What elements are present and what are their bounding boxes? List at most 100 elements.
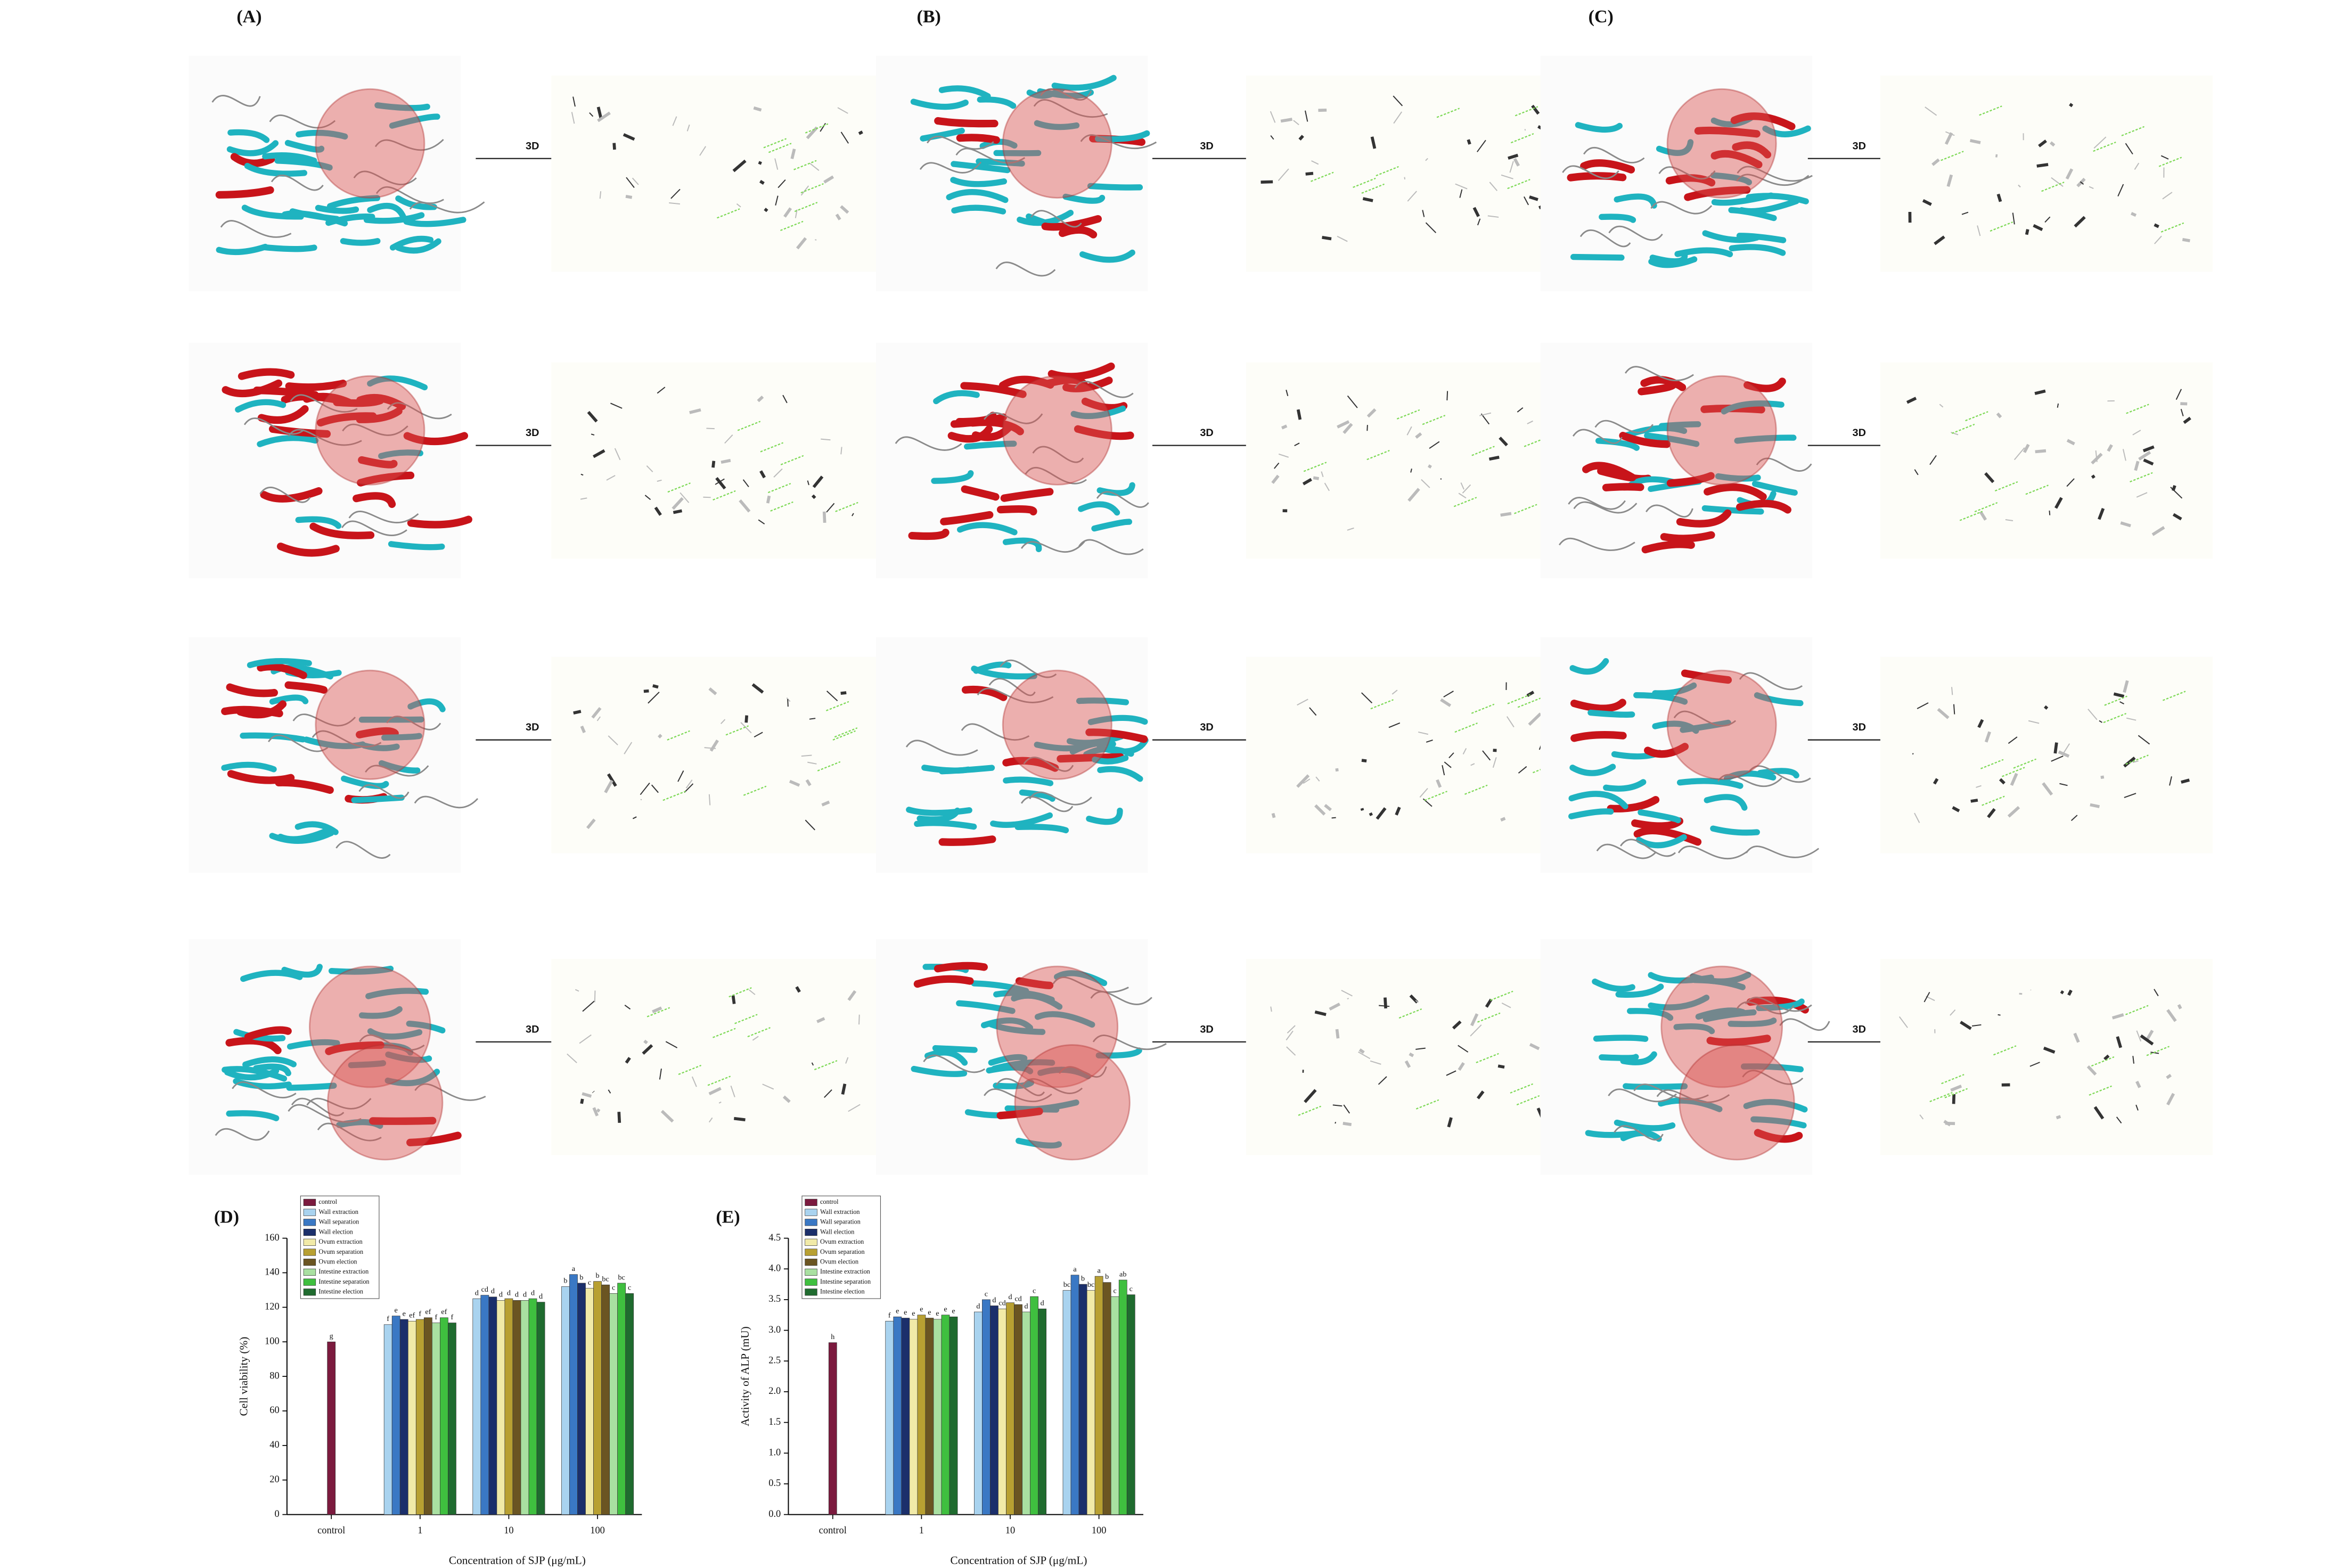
loop [923,1054,986,1073]
ligand-bond [1462,748,1467,755]
ligand-bond [596,106,602,118]
interaction [646,1007,670,1017]
ligand-bond [2113,692,2125,698]
ligand-bond [2136,1030,2142,1042]
significance-label: d [539,1292,543,1301]
significance-label: d [976,1302,980,1310]
legend-label: Intestine election [820,1288,865,1295]
ligand-bond [658,734,662,738]
loop [335,841,391,859]
loop [984,412,1043,424]
y-tick-label: 4.5 [768,1232,781,1243]
loop [1673,710,1737,727]
strand [233,1029,286,1042]
strand [1095,1047,1142,1059]
loop [995,261,1056,277]
loop [1779,1018,1830,1031]
ligand-bond [796,237,807,250]
interaction [817,761,841,771]
y-tick-label: 1.0 [768,1447,781,1458]
bar [399,1319,408,1515]
ligand-bond [1370,136,1377,149]
ligand-bond [1917,702,1929,709]
x-tick-label: 100 [590,1525,605,1536]
loop [895,436,962,451]
ligand-bond [2166,1093,2175,1106]
strand [381,733,422,741]
significance-label: b [596,1271,600,1280]
strand [1762,125,1811,137]
significance-label: c [985,1290,988,1298]
ligand-bond [606,475,616,481]
significance-label: e [912,1309,915,1318]
interaction [1422,415,1446,425]
strand [1051,75,1117,91]
loop [1059,1066,1107,1078]
panel-label: (E) [716,1208,740,1227]
interaction [2025,485,2049,495]
ligand-bond [1487,215,1499,218]
y-tick-label: 2.5 [768,1355,781,1366]
ligand-bond [2095,450,2098,462]
helix [940,511,994,526]
helix [1580,159,1635,174]
ligand-bond [786,697,791,702]
significance-label: ef [441,1308,447,1316]
docking-cell: 3D [189,55,884,292]
ligand-bond [593,449,605,458]
loop [961,723,1030,741]
ligand-bond [1419,787,1428,798]
strand [1673,1023,1715,1035]
loop [995,1078,1045,1096]
ligand-bond [1358,1051,1371,1060]
helix [309,522,375,539]
ligand-bond [1271,812,1276,818]
loop [312,730,382,748]
loop [269,114,336,129]
ligand-bond [1467,139,1471,145]
y-tick-label: 4.0 [768,1262,781,1273]
helix [1057,753,1125,763]
ligand-bond [1527,420,1533,424]
loop [1074,381,1134,398]
helix [1002,757,1059,772]
ligand-bond [718,1101,722,1104]
helix [1706,1035,1771,1046]
interaction [1514,504,1537,514]
ligand-bond [2151,526,2165,536]
ligand-bond [2023,444,2030,453]
arrow-label: 3D [1853,427,1866,439]
ligand-bond [709,740,719,752]
bar [990,1306,998,1515]
bar [828,1342,837,1515]
ligand-bond [708,794,711,806]
docking-cell: 3D [189,342,884,579]
strand [1086,807,1123,825]
ligand-bond [821,800,830,807]
loop [348,511,419,523]
strand [1627,1008,1674,1021]
ligand-bond [721,458,731,464]
legend-label: Wall separation [820,1218,861,1226]
ligand-bond [840,205,849,214]
helix [950,413,1007,428]
interaction [1424,791,1447,801]
y-tick-label: 60 [269,1405,279,1415]
interaction [2002,767,2025,777]
interaction [2160,222,2184,233]
legend-swatch [805,1228,817,1236]
ligand-bond [587,411,598,423]
bar [893,1316,902,1515]
x-tick-label: control [819,1525,847,1536]
loop [988,678,1036,696]
ligand-bond [1477,218,1481,226]
ligand-bond [742,479,749,488]
binding-pocket [1660,965,1783,1088]
helix [353,492,396,508]
interaction [667,730,690,741]
loop [288,1104,362,1123]
strand [1648,995,1710,1011]
ligand-bond [816,1017,825,1023]
ligand-bond [731,995,736,1004]
y-tick-label: 80 [269,1370,279,1381]
